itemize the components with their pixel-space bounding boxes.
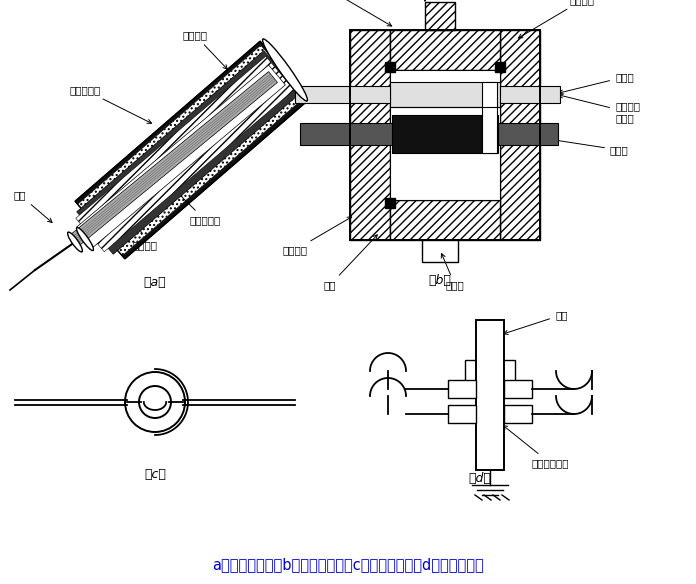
Text: 界面密封: 界面密封 (283, 217, 351, 255)
Polygon shape (78, 46, 306, 256)
Bar (448, 405, 476, 423)
Text: 安装于外壳上: 安装于外壳上 (503, 425, 569, 468)
Bar (465, 360, 515, 390)
Bar (392, 115, 498, 153)
Circle shape (139, 386, 171, 418)
Bar (495, 62, 505, 72)
Text: （b）: （b） (429, 273, 452, 287)
Bar (390, 82, 500, 107)
Text: 封装材料: 封装材料 (519, 0, 595, 38)
Bar (390, 70, 500, 200)
Bar (422, 240, 458, 262)
Text: 外壳: 外壳 (504, 310, 567, 335)
Ellipse shape (262, 39, 308, 101)
Text: 绝缘缠绕层: 绝缘缠绕层 (70, 85, 152, 123)
Bar (500, 86, 560, 103)
Ellipse shape (77, 228, 93, 251)
Bar (500, 30, 540, 240)
Bar (504, 380, 532, 398)
Text: a）电缆滤波器；b）滤波连接器；c）磁环抑流圈；d）穿心电容器: a）电缆滤波器；b）滤波连接器；c）磁环抑流圈；d）穿心电容器 (212, 558, 484, 572)
Text: 导体: 导体 (14, 190, 52, 223)
Ellipse shape (68, 232, 82, 252)
Bar (504, 405, 532, 423)
Polygon shape (70, 72, 278, 245)
Circle shape (125, 372, 185, 432)
Bar (385, 62, 395, 72)
Text: 屏蔽编织层: 屏蔽编织层 (163, 178, 221, 225)
Text: 接地片: 接地片 (441, 253, 464, 290)
Text: 外壳: 外壳 (324, 235, 377, 290)
Text: 电介质: 电介质 (525, 134, 628, 155)
Bar (295, 86, 390, 103)
Text: 密封垫圈: 密封垫圈 (413, 0, 438, 1)
Bar (448, 380, 476, 398)
Text: （d）: （d） (468, 471, 491, 485)
Text: 滤波器: 滤波器 (559, 72, 634, 94)
Text: 绝缘外套: 绝缘外套 (182, 30, 228, 69)
Bar (476, 320, 504, 470)
Polygon shape (77, 51, 300, 254)
Text: 损耗材料: 损耗材料 (130, 199, 157, 250)
Text: 硬垫片: 硬垫片 (321, 0, 392, 26)
Text: 组合接点
铁氧体: 组合接点 铁氧体 (559, 94, 640, 123)
Bar (350, 30, 540, 240)
Bar (425, 2, 455, 30)
Bar (350, 30, 390, 240)
Bar (498, 123, 558, 145)
Text: （c）: （c） (144, 468, 166, 481)
Polygon shape (77, 65, 285, 247)
Bar (390, 200, 500, 240)
Bar (390, 30, 500, 70)
Polygon shape (75, 41, 310, 259)
Polygon shape (76, 56, 294, 252)
Text: （a）: （a） (143, 276, 166, 288)
Bar (385, 198, 395, 208)
Bar (482, 82, 497, 153)
Bar (300, 123, 392, 145)
